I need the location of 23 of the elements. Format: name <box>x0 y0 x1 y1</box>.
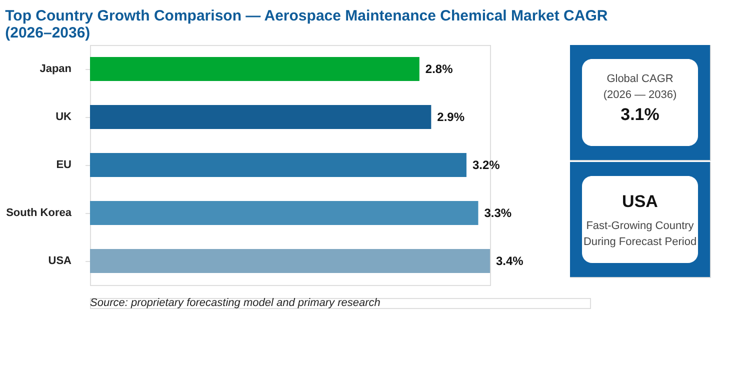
text: Fast-Growing Country <box>586 220 694 232</box>
data-label: 3.3% <box>484 206 512 220</box>
text: (2026 — 2036) <box>603 89 677 101</box>
data-label: 2.8% <box>425 62 454 76</box>
y-tick-label: UK <box>56 111 72 123</box>
y-tick-label: South Korea <box>6 207 72 219</box>
bar <box>90 57 420 81</box>
text: During Forecast Period <box>583 236 697 248</box>
text: USA <box>622 192 658 211</box>
y-tick-label: EU <box>56 159 72 171</box>
data-label: 3.2% <box>472 158 500 172</box>
text: 3.1% <box>620 105 660 124</box>
data-label: 3.4% <box>496 254 524 268</box>
chart-title: Top Country Growth Comparison — Aerospace Maintenance Chemical Market CAGR (2026–2036) <box>5 8 608 42</box>
source-note: Source: proprietary forecasting model and primary research <box>90 297 380 309</box>
text: Global CAGR <box>606 73 674 85</box>
y-tick-label: USA <box>48 255 72 267</box>
y-tick-label: Japan <box>40 63 72 75</box>
bar <box>90 105 432 129</box>
data-label: 2.9% <box>437 110 465 124</box>
bar <box>90 249 490 273</box>
bar <box>90 153 466 177</box>
bar <box>90 201 478 225</box>
